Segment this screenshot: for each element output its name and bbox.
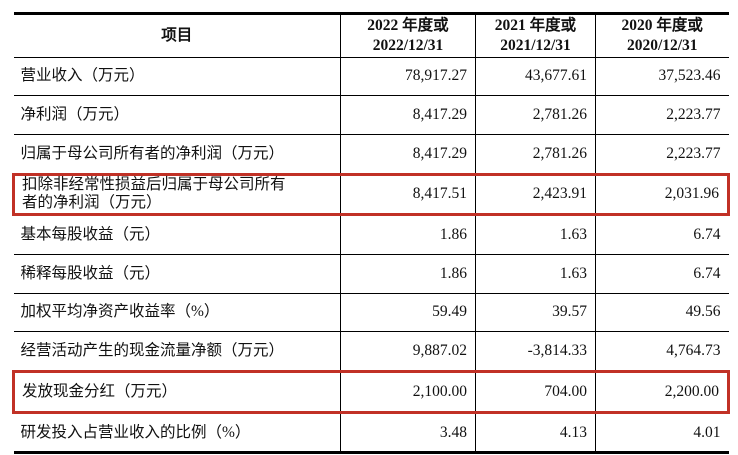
period-label-line1: 2020 年度或 <box>621 16 703 34</box>
row-label: 经营活动产生的现金流量净额（万元） <box>13 331 341 372</box>
column-header-2022: 2022 年度或 2022/12/31 <box>340 13 476 58</box>
cell-value: 4.13 <box>475 412 596 454</box>
cell-value: 8,417.29 <box>340 95 476 135</box>
table-body: 营业收入（万元） 78,917.27 43,677.61 37,523.46 净… <box>12 57 730 454</box>
cell-value: 8,417.29 <box>340 134 476 175</box>
cell-value: 3.48 <box>340 412 476 454</box>
row-label: 基本每股收益（元） <box>13 214 341 255</box>
table-header: 项目 2022 年度或 2022/12/31 2021 年度或 2021/12/… <box>13 13 729 58</box>
cell-value: 1.86 <box>340 214 476 255</box>
row-label: 净利润（万元） <box>13 95 341 135</box>
table-row-net-profit: 净利润（万元） 8,417.29 2,781.26 2,223.77 <box>13 95 729 135</box>
cell-value: 2,200.00 <box>595 370 730 414</box>
cell-value: 1.63 <box>475 214 596 255</box>
table-row-parent-net-profit: 归属于母公司所有者的净利润（万元） 8,417.29 2,781.26 2,22… <box>13 134 729 175</box>
cell-value: 4.01 <box>595 412 729 454</box>
cell-value: 704.00 <box>475 370 596 414</box>
cell-value: 37,523.46 <box>595 57 729 97</box>
cell-value: 1.63 <box>475 254 596 294</box>
column-header-item: 项目 <box>13 13 341 58</box>
row-label: 加权平均净资产收益率（%） <box>13 293 341 333</box>
period-label-line2: 2022/12/31 <box>372 36 444 54</box>
row-label: 扣除非经常性损益后归属于母公司所有者的净利润（万元） <box>12 172 341 217</box>
period-label-line1: 2021 年度或 <box>494 16 577 34</box>
cell-value: 43,677.61 <box>475 57 596 97</box>
cell-value: 1.86 <box>340 254 476 294</box>
column-header-2020: 2020 年度或 2020/12/31 <box>595 13 729 58</box>
cell-value: 78,917.27 <box>340 57 476 97</box>
table-row-revenue: 营业收入（万元） 78,917.27 43,677.61 37,523.46 <box>13 57 729 97</box>
column-header-2021: 2021 年度或 2021/12/31 <box>475 13 596 58</box>
cell-value: 4,764.73 <box>595 331 729 372</box>
table-row-deducted-net-profit-highlighted: 扣除非经常性损益后归属于母公司所有者的净利润（万元） 8,417.51 2,42… <box>12 172 730 217</box>
row-label: 发放现金分红（万元） <box>12 370 341 414</box>
table-row-operating-cash-flow: 经营活动产生的现金流量净额（万元） 9,887.02 -3,814.33 4,7… <box>13 331 729 372</box>
cell-value: 59.49 <box>340 293 476 333</box>
cell-value: 9,887.02 <box>340 331 476 372</box>
financial-summary-table: 项目 2022 年度或 2022/12/31 2021 年度或 2021/12/… <box>12 12 730 455</box>
row-label: 稀释每股收益（元） <box>13 254 341 294</box>
row-label: 归属于母公司所有者的净利润（万元） <box>13 134 341 175</box>
cell-value: 49.56 <box>595 293 729 333</box>
cell-value: 2,781.26 <box>475 95 596 135</box>
cell-value: -3,814.33 <box>475 331 596 372</box>
cell-value: 2,223.77 <box>595 134 729 175</box>
period-label-line2: 2021/12/31 <box>500 36 571 54</box>
cell-value: 8,417.51 <box>340 172 476 217</box>
cell-value: 2,423.91 <box>475 172 596 217</box>
cell-value: 2,781.26 <box>475 134 596 175</box>
cell-value: 2,100.00 <box>340 370 476 414</box>
header-row: 项目 2022 年度或 2022/12/31 2021 年度或 2021/12/… <box>13 13 729 58</box>
cell-value: 2,031.96 <box>595 172 730 217</box>
table-row-cash-dividend-highlighted: 发放现金分红（万元） 2,100.00 704.00 2,200.00 <box>12 370 730 414</box>
row-label: 营业收入（万元） <box>13 57 341 97</box>
cell-value: 6.74 <box>595 214 729 255</box>
cell-value: 6.74 <box>595 254 729 294</box>
cell-value: 2,223.77 <box>595 95 729 135</box>
period-label-line2: 2020/12/31 <box>626 36 698 54</box>
cell-value: 39.57 <box>475 293 596 333</box>
table-row-rd-ratio: 研发投入占营业收入的比例（%） 3.48 4.13 4.01 <box>13 412 729 454</box>
table-row-basic-eps: 基本每股收益（元） 1.86 1.63 6.74 <box>13 214 729 255</box>
table-row-diluted-eps: 稀释每股收益（元） 1.86 1.63 6.74 <box>13 254 729 294</box>
period-label-line1: 2022 年度或 <box>367 16 449 34</box>
table-row-weighted-roe: 加权平均净资产收益率（%） 59.49 39.57 49.56 <box>13 293 729 333</box>
row-label: 研发投入占营业收入的比例（%） <box>13 412 341 454</box>
